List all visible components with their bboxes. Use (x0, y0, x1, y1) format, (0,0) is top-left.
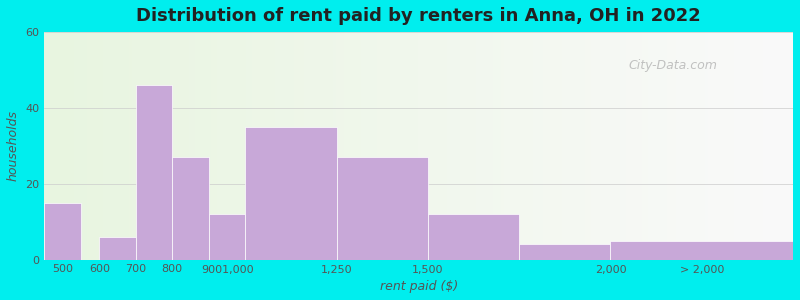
Bar (209, 214, 246, 260)
Title: Distribution of rent paid by renters in Anna, OH in 2022: Distribution of rent paid by renters in … (136, 7, 701, 25)
Bar (45, 203, 81, 260)
Bar (519, 244, 610, 260)
Bar (337, 157, 428, 260)
Bar (136, 85, 172, 260)
Bar (99, 237, 136, 260)
Bar (172, 157, 209, 260)
X-axis label: rent paid ($): rent paid ($) (380, 280, 458, 293)
Bar (246, 127, 337, 260)
Y-axis label: households: households (7, 110, 20, 181)
Bar (610, 241, 793, 260)
Bar (428, 214, 519, 260)
Text: City-Data.com: City-Data.com (628, 59, 718, 72)
